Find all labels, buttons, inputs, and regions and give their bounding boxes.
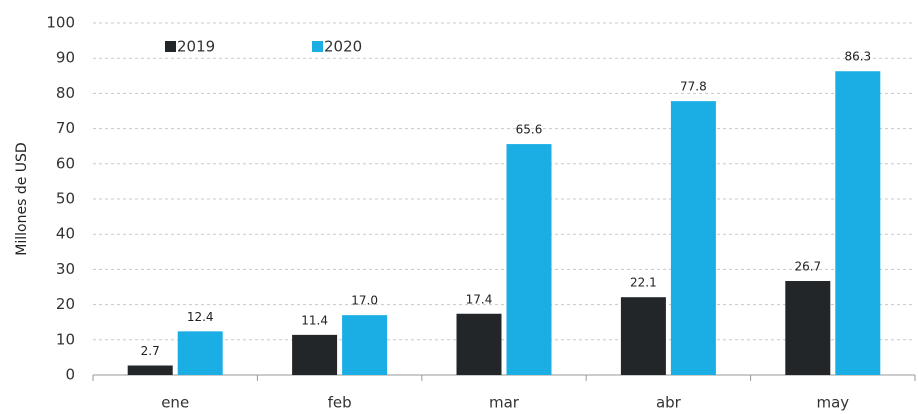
legend-swatch (312, 41, 323, 52)
value-label: 2.7 (141, 344, 160, 358)
x-tick-label: abr (656, 394, 682, 412)
y-tick-label: 10 (56, 330, 75, 348)
x-tick-label: feb (328, 394, 352, 412)
value-label: 77.8 (680, 80, 707, 94)
x-tick-label: may (816, 394, 849, 412)
bar (292, 334, 338, 375)
y-tick-label: 30 (56, 260, 75, 278)
value-label: 86.3 (844, 50, 871, 64)
bar (670, 101, 716, 376)
y-tick-label: 60 (56, 154, 75, 172)
bar (456, 313, 502, 375)
value-label: 17.0 (351, 294, 378, 308)
y-tick-label: 50 (56, 190, 75, 208)
value-label: 17.4 (466, 292, 493, 306)
y-tick-label: 0 (65, 366, 75, 384)
bar (342, 315, 388, 375)
bar (506, 144, 552, 375)
y-tick-label: 90 (56, 49, 75, 67)
legend-swatch (165, 41, 176, 52)
value-label: 11.4 (301, 313, 328, 327)
value-label: 26.7 (794, 260, 821, 274)
y-tick-label: 100 (46, 14, 75, 32)
y-axis-label: Millones de USD (14, 142, 30, 255)
bar (620, 297, 666, 375)
bar (177, 331, 223, 375)
bar (835, 71, 881, 375)
y-tick-label: 20 (56, 295, 75, 313)
legend-label: 2019 (177, 38, 215, 56)
y-tick-label: 40 (56, 225, 75, 243)
value-label: 65.6 (516, 123, 543, 137)
bar (127, 365, 173, 375)
y-tick-label: 70 (56, 119, 75, 137)
legend-label: 2020 (324, 38, 362, 56)
bar (785, 281, 831, 375)
value-label: 12.4 (187, 310, 214, 324)
y-tick-label: 80 (56, 84, 75, 102)
value-label: 22.1 (630, 276, 657, 290)
x-tick-label: ene (161, 394, 189, 412)
x-tick-label: mar (489, 394, 520, 412)
